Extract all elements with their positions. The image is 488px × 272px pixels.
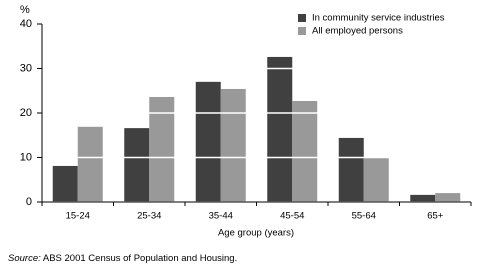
bar — [52, 165, 78, 202]
bar — [435, 193, 461, 202]
bar — [220, 88, 246, 202]
bar — [149, 96, 175, 202]
source-note: Source: ABS 2001 Census of Population an… — [8, 253, 237, 264]
bar — [77, 126, 103, 202]
legend-label: In community service industries — [312, 13, 445, 24]
bar — [363, 157, 389, 202]
x-tick-label: 35-44 — [209, 211, 233, 222]
x-tick-label: 25-34 — [137, 211, 161, 222]
bar — [267, 56, 293, 203]
y-tick-label: 40 — [20, 18, 32, 30]
y-tick-label: 10 — [20, 151, 32, 163]
x-axis-label: Age group (years) — [218, 228, 294, 239]
legend-swatch — [298, 27, 306, 35]
source-text: ABS 2001 Census of Population and Housin… — [43, 253, 237, 264]
x-tick-label: 45-54 — [280, 211, 304, 222]
y-tick-label: 30 — [20, 62, 32, 74]
bar — [338, 137, 364, 202]
y-tick-label: 20 — [20, 107, 32, 119]
y-unit: % — [20, 4, 30, 16]
bar — [292, 100, 318, 202]
x-tick-label: 65+ — [427, 211, 444, 222]
y-tick-label: 0 — [26, 196, 32, 208]
bar — [195, 81, 221, 202]
x-tick-label: 55-64 — [352, 211, 376, 222]
x-tick-label: 15-24 — [66, 211, 90, 222]
bar — [124, 128, 150, 202]
bar — [410, 194, 436, 202]
legend-label: All employed persons — [312, 26, 403, 37]
legend-swatch — [298, 14, 306, 22]
source-label: Source: — [8, 253, 41, 264]
